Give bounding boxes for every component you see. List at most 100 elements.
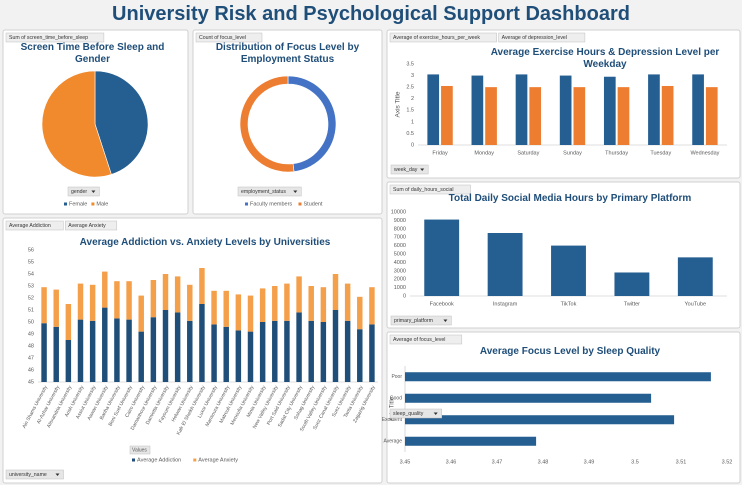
legend-swatch [298, 202, 302, 206]
bar [211, 290, 217, 325]
x-tick-label: Instagram [493, 301, 518, 307]
y-tick-label: 50 [28, 319, 34, 325]
bar [53, 326, 59, 382]
bar [471, 75, 484, 145]
field-button-label: Average Anxiety [68, 223, 106, 229]
y-tick-label: 4000 [394, 260, 406, 266]
bar [369, 324, 375, 382]
dropdown-arrow[interactable] [420, 168, 425, 172]
x-tick-label: 3.46 [446, 459, 457, 465]
y-axis-title: Axis Title [395, 91, 402, 117]
field-button[interactable] [65, 220, 118, 231]
filter-button[interactable] [389, 408, 442, 419]
x-tick-label: 3.52 [722, 459, 733, 465]
dropdown-arrow[interactable] [91, 190, 96, 194]
bar [357, 296, 363, 330]
y-tick-label: 46 [28, 367, 34, 373]
bar [648, 74, 660, 145]
bar [138, 295, 144, 332]
y-tick-label: 9000 [394, 218, 406, 224]
field-button-label: Sum of screen_time_before_sleep [9, 35, 88, 41]
filter-button[interactable] [390, 164, 429, 175]
bar [102, 307, 108, 382]
y-tick-label: 1000 [394, 285, 406, 291]
bar [614, 272, 650, 296]
y-axis-title: Axis Title [390, 396, 396, 421]
bar [89, 284, 96, 321]
bar [344, 320, 351, 382]
bar [41, 323, 47, 382]
dropdown-arrow[interactable] [293, 190, 298, 194]
bar [272, 320, 278, 382]
pie-slice [41, 70, 112, 178]
bar [247, 331, 254, 382]
bar [187, 284, 193, 321]
bar [162, 310, 169, 382]
x-tick-label: 3.48 [538, 459, 549, 465]
field-button[interactable] [389, 32, 497, 43]
bar [320, 322, 327, 382]
dropdown-arrow[interactable] [55, 473, 60, 477]
y-tick-label: 52 [28, 295, 34, 301]
chart-title: Screen Time Before Sleep and Gender [20, 42, 165, 65]
x-tick-label: TikTok [561, 301, 577, 307]
x-tick-label: Twitter [624, 301, 640, 307]
x-tick-label: 3.47 [492, 459, 503, 465]
x-tick-label: Thursday [605, 150, 628, 156]
dropdown-arrow[interactable] [443, 319, 448, 323]
bar [296, 276, 302, 313]
y-tick-label: 47 [28, 355, 34, 361]
filter-button[interactable] [390, 315, 452, 326]
field-button[interactable] [389, 334, 463, 345]
legend-label: Male [96, 201, 108, 207]
y-tick-label: Good [390, 396, 402, 402]
bar [114, 281, 120, 319]
field-button[interactable] [5, 32, 105, 43]
dropdown-arrow[interactable] [433, 412, 438, 416]
bar [405, 372, 711, 382]
filter-button[interactable] [237, 186, 302, 197]
legend-label: Student [304, 201, 323, 207]
legend-swatch [245, 202, 248, 206]
y-tick-label: 54 [28, 271, 34, 277]
bar [573, 87, 586, 145]
bar [223, 290, 229, 327]
bar [332, 310, 339, 382]
field-button[interactable] [5, 220, 64, 231]
bar [559, 75, 572, 145]
legend-label: Average Addiction [137, 457, 181, 463]
chart-title: Average Exercise Hours & Depression Leve… [490, 47, 720, 70]
y-tick-label: 56 [28, 247, 34, 253]
filter-button[interactable] [67, 186, 100, 197]
y-tick-label: Poor [391, 374, 402, 380]
y-tick-label: 5000 [394, 251, 406, 257]
y-tick-label: Average [383, 439, 402, 445]
pie-slice [94, 70, 149, 175]
y-tick-label: 8000 [394, 226, 406, 232]
field-button[interactable] [498, 32, 586, 43]
bar [705, 87, 718, 145]
filter-button[interactable] [5, 469, 64, 480]
field-button-label: Average Addiction [9, 223, 51, 229]
bar [138, 331, 144, 382]
bar [320, 287, 327, 322]
bar [223, 326, 229, 382]
bar [187, 320, 193, 382]
field-button[interactable] [389, 184, 471, 195]
y-tick-label: 2.5 [406, 85, 414, 91]
field-button[interactable] [195, 32, 263, 43]
y-tick-label: 48 [28, 343, 34, 349]
bar [150, 317, 157, 382]
y-tick-label: 3.5 [406, 61, 414, 67]
bar [332, 274, 339, 310]
bar [174, 312, 181, 382]
panel [192, 29, 383, 215]
bar [677, 257, 713, 296]
bar [308, 286, 314, 321]
y-tick-label: 45 [28, 379, 34, 385]
pie-slice [239, 75, 295, 173]
bar [357, 329, 363, 382]
bar [369, 287, 375, 325]
x-tick-label: 3.45 [400, 459, 411, 465]
